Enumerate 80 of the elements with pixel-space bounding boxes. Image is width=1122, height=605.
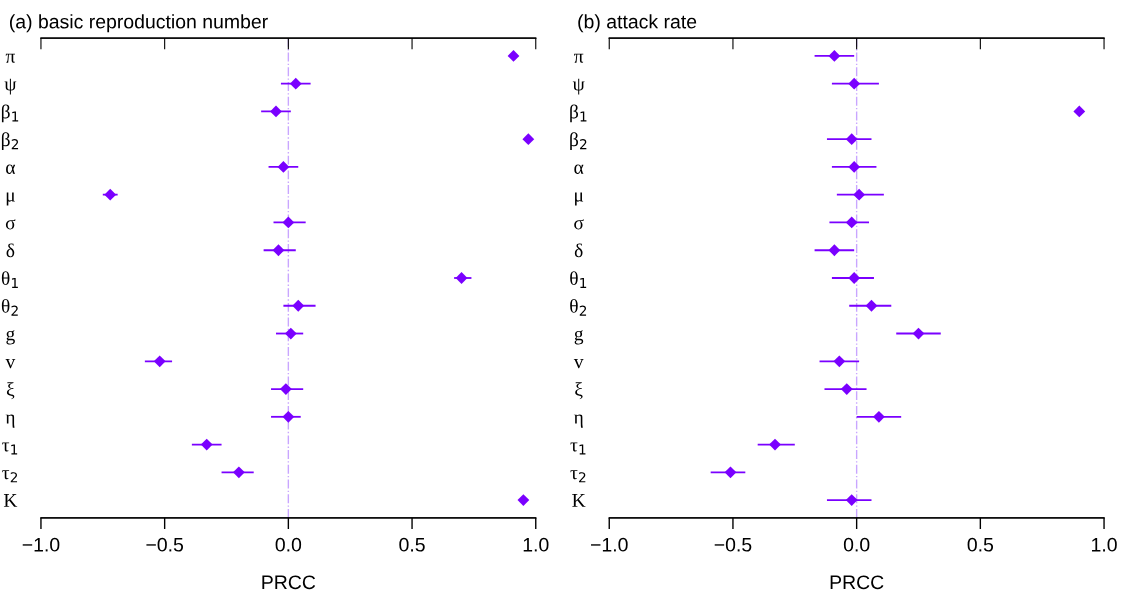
- y-tick-label: δ: [6, 243, 15, 258]
- y-tick-label: θ$_{2}$: [570, 298, 587, 316]
- point: [455, 272, 468, 284]
- y-tick-label: ψ: [572, 78, 585, 95]
- point: [522, 133, 535, 146]
- y-tick-label: g: [6, 330, 15, 345]
- y-tick-label: v: [5, 359, 16, 369]
- y-tick-label: K: [572, 494, 586, 507]
- y-tick-label: v: [573, 359, 584, 369]
- y-tick-label: η: [5, 414, 15, 428]
- y-tick-label: π: [5, 53, 16, 63]
- x-axis-title: PRCC: [262, 575, 316, 590]
- point: [289, 77, 302, 90]
- x-tick-label: 0.0: [275, 537, 302, 552]
- y-tick-label: β$_{2}$: [570, 132, 587, 151]
- point: [865, 299, 878, 312]
- point: [845, 494, 858, 506]
- y-tick-label: g: [574, 330, 584, 345]
- y-tick-label: σ: [574, 219, 584, 230]
- point: [853, 188, 866, 201]
- point: [769, 438, 781, 451]
- y-tick-label: α: [6, 164, 16, 174]
- point: [828, 244, 841, 257]
- y-tick-label: θ$_{2}$: [1, 298, 18, 316]
- point: [840, 383, 853, 395]
- y-tick-label: ξ: [575, 382, 583, 400]
- point: [873, 410, 885, 423]
- point: [104, 188, 117, 201]
- point: [272, 244, 285, 257]
- point: [724, 466, 737, 479]
- y-tick-label: ψ: [4, 78, 17, 95]
- y-tick-label: K: [3, 494, 18, 507]
- point: [507, 49, 520, 62]
- point: [845, 133, 858, 146]
- point: [277, 161, 290, 173]
- y-tick-label: θ$_{1}$: [1, 271, 18, 288]
- y-tick-label: τ$_{2}$: [2, 470, 18, 483]
- y-tick-label: π: [574, 53, 584, 63]
- point: [282, 410, 295, 423]
- point: [828, 49, 841, 62]
- y-tick-label: τ$_{1}$: [570, 442, 586, 455]
- chart-title: (b) attack rate: [578, 14, 697, 33]
- point: [292, 299, 305, 312]
- y-tick-label: τ$_{1}$: [2, 442, 18, 455]
- y-tick-label: α: [574, 164, 584, 174]
- x-tick-label: 1.0: [1092, 537, 1117, 552]
- point: [833, 355, 846, 368]
- x-tick-label: 1.0: [523, 537, 549, 552]
- point: [282, 216, 295, 229]
- point: [845, 216, 858, 229]
- x-tick-label: 0.0: [843, 537, 870, 552]
- point: [232, 466, 245, 479]
- x-tick-label: −0.5: [146, 537, 184, 552]
- x-tick-label: 0.5: [399, 537, 425, 552]
- point: [153, 355, 166, 368]
- y-tick-label: σ: [5, 219, 16, 230]
- y-tick-label: ξ: [6, 382, 15, 400]
- y-tick-label: τ$_{2}$: [570, 470, 586, 483]
- y-tick-label: β$_{2}$: [1, 132, 19, 151]
- point: [284, 327, 297, 340]
- point: [1073, 105, 1086, 118]
- y-tick-label: μ: [6, 192, 15, 206]
- y-tick-label: β$_{1}$: [570, 104, 587, 123]
- point: [517, 494, 530, 506]
- point: [279, 383, 292, 395]
- point: [270, 105, 282, 118]
- x-tick-label: −1.0: [591, 537, 628, 552]
- y-tick-label: β$_{1}$: [1, 104, 19, 123]
- x-tick-label: −1.0: [22, 537, 60, 552]
- point: [200, 438, 213, 451]
- y-tick-label: μ: [575, 192, 584, 206]
- x-tick-label: −0.5: [714, 537, 752, 552]
- point: [848, 77, 861, 90]
- point: [848, 161, 861, 173]
- y-tick-label: θ$_{1}$: [570, 271, 587, 288]
- x-axis-title: PRCC: [830, 575, 884, 590]
- y-tick-label: δ: [574, 243, 583, 258]
- chart-title: (a) basic reproduction number: [10, 14, 268, 33]
- y-tick-label: η: [573, 414, 583, 428]
- x-tick-label: 0.5: [967, 537, 994, 552]
